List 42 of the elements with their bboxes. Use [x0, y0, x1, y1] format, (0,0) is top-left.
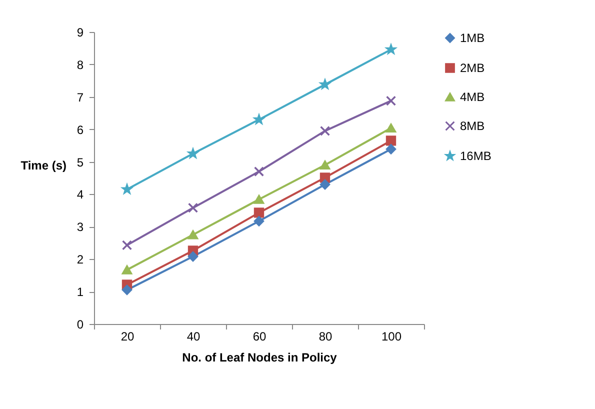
point: [386, 124, 396, 133]
x-axis-title: No. of Leaf Nodes in Policy: [182, 350, 338, 364]
y-tick-label: 8: [76, 58, 84, 72]
legend-label: 4MB: [460, 90, 485, 104]
y-tick-label: 1: [76, 285, 84, 300]
point: [254, 194, 264, 204]
point: [386, 144, 396, 154]
point: [254, 166, 264, 177]
legend-label: 8MB: [460, 119, 485, 133]
point: [122, 265, 132, 274]
y-tick-label: 7: [76, 90, 84, 104]
point: [320, 179, 330, 190]
x-tick-label: 80: [318, 330, 332, 344]
point: [320, 126, 330, 136]
y-tick-label: 9: [76, 26, 84, 40]
point: [122, 284, 132, 296]
y-tick-label: 2: [76, 252, 84, 267]
y-tick-label: 3: [76, 220, 84, 234]
point: [254, 216, 264, 226]
point: [122, 184, 132, 194]
y-axis-title: Time (s): [20, 158, 66, 172]
point: [188, 202, 198, 213]
point: [254, 208, 264, 218]
x-tick-label: 20: [120, 330, 134, 344]
point: [386, 96, 396, 106]
point: [386, 44, 396, 54]
x-tick-label: 100: [381, 330, 402, 344]
point: [188, 251, 198, 262]
point: [386, 136, 396, 146]
y-tick-label: 4: [76, 188, 84, 202]
x-tick-label: 40: [186, 330, 200, 344]
point: [320, 79, 330, 89]
point: [122, 240, 132, 250]
legend-label: 16MB: [460, 149, 492, 163]
y-tick-label: 5: [76, 155, 84, 170]
point: [188, 230, 198, 240]
y-tick-label: 0: [76, 318, 84, 332]
legend-label: 2MB: [460, 61, 485, 75]
x-tick-label: 60: [252, 330, 266, 344]
point: [320, 160, 330, 170]
legend-label: 1MB: [460, 31, 485, 45]
y-tick-label: 6: [76, 122, 84, 137]
